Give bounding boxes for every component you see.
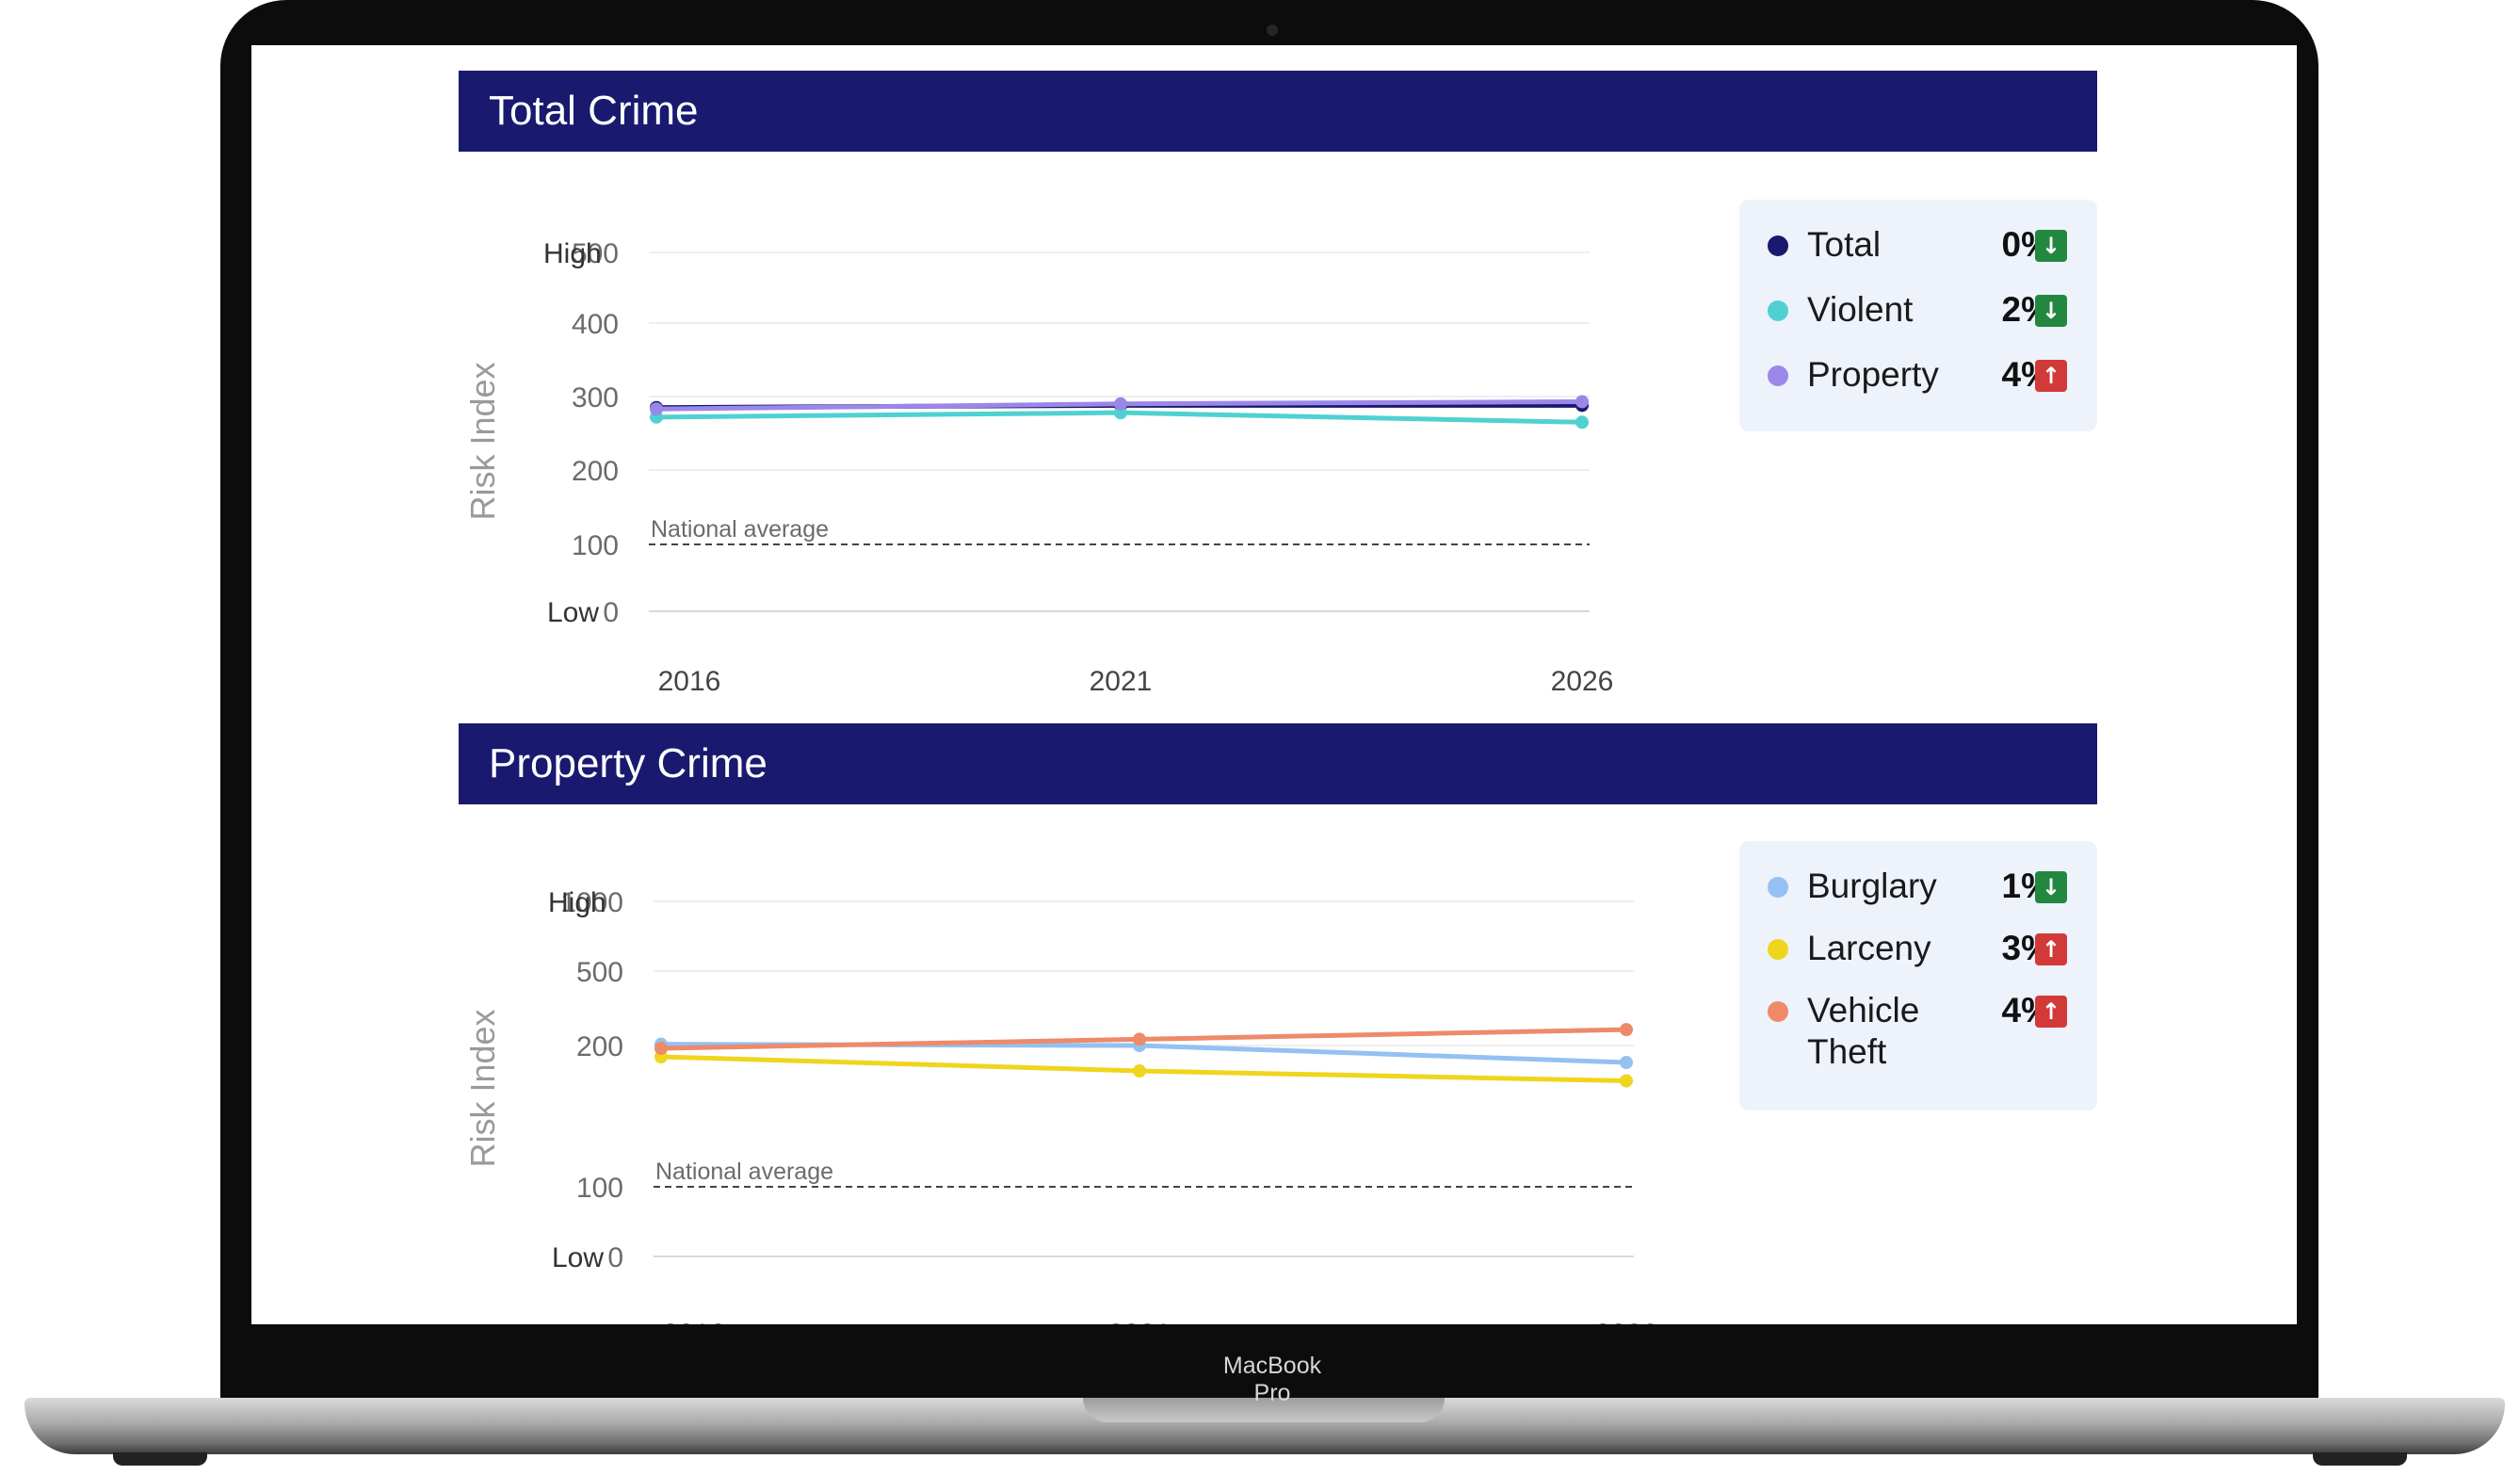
- y-tick-label: 300: [572, 382, 619, 413]
- legend-dot: [1768, 877, 1788, 898]
- legend-dot: [1768, 939, 1788, 960]
- total-crime-legend: Total 0% ↓ Violent 2% ↓ Property 4% ↑: [1739, 200, 2097, 431]
- laptop-foot: [113, 1452, 207, 1466]
- y-tick-label: 500: [576, 957, 623, 988]
- laptop-screen: Total Crime 0 100 200 300 400 500 High Low Risk …: [251, 45, 2297, 1324]
- device-label: MacBook Pro: [1222, 1353, 1322, 1406]
- data-point: [1620, 1056, 1633, 1069]
- arrow-up-icon: ↑: [2035, 996, 2067, 1028]
- property-crime-legend: Burglary 1% ↓ Larceny 3% ↑ Vehicle Theft…: [1739, 841, 2097, 1110]
- y-tick-label: 400: [572, 309, 619, 340]
- data-point: [654, 1042, 668, 1055]
- arrow-down-icon: ↓: [2035, 230, 2067, 262]
- data-point: [1133, 1032, 1146, 1046]
- laptop-foot: [2313, 1452, 2407, 1466]
- legend-name: Larceny: [1807, 929, 1931, 967]
- y-tick-label: 200: [576, 1031, 623, 1062]
- x-tick-label: 2026: [1595, 1319, 1658, 1324]
- y-band-label-low: Low: [552, 1242, 604, 1273]
- total-crime-chart: 0 100 200 300 400 500 High Low Risk Index Nationa…: [459, 182, 1720, 719]
- legend-name: Property: [1807, 355, 1939, 394]
- y-band-label-high: High: [543, 238, 602, 269]
- x-tick-label: 2021: [1090, 666, 1153, 697]
- legend-name: Burglary: [1807, 867, 1937, 905]
- legend-name: Vehicle Theft: [1807, 991, 1920, 1071]
- legend-dot: [1768, 1001, 1788, 1022]
- section-header-total-crime: Total Crime: [459, 71, 2097, 152]
- arrow-up-icon: ↑: [2035, 933, 2067, 965]
- data-point: [1620, 1023, 1633, 1037]
- x-tick-label: 2016: [663, 1319, 726, 1324]
- legend-dot: [1768, 365, 1788, 386]
- arrow-up-icon: ↑: [2035, 360, 2067, 392]
- data-point: [1575, 395, 1589, 409]
- laptop-notch: [1083, 1398, 1445, 1422]
- x-tick-label: 2021: [1108, 1319, 1171, 1324]
- y-tick-label: 0: [603, 597, 619, 628]
- camera-icon: [1267, 24, 1278, 36]
- y-band-label-high: High: [548, 887, 606, 918]
- y-axis-label: Risk Index: [463, 362, 502, 520]
- y-tick-label: 200: [572, 456, 619, 487]
- y-tick-label: 0: [607, 1242, 623, 1273]
- data-point: [1575, 415, 1589, 430]
- section-header-property-crime: Property Crime: [459, 723, 2097, 804]
- y-band-label-low: Low: [547, 597, 599, 628]
- data-point: [650, 402, 663, 416]
- legend-dot: [1768, 300, 1788, 321]
- legend-dot: [1768, 235, 1788, 256]
- x-tick-label: 2016: [658, 666, 721, 697]
- data-point: [1620, 1074, 1633, 1088]
- arrow-down-icon: ↓: [2035, 871, 2067, 903]
- data-point: [1133, 1064, 1146, 1078]
- section-title: Total Crime: [489, 88, 699, 134]
- y-tick-label: 100: [572, 530, 619, 561]
- arrow-down-icon: ↓: [2035, 295, 2067, 327]
- data-point: [1114, 397, 1127, 411]
- x-tick-label: 2026: [1551, 666, 1614, 697]
- legend-name: Total: [1807, 225, 1882, 264]
- y-axis-label: Risk Index: [463, 1009, 502, 1167]
- y-tick-label: 1000: [560, 887, 623, 918]
- section-title: Property Crime: [489, 740, 767, 786]
- reference-line-label: National average: [651, 516, 829, 543]
- y-tick-label: 100: [576, 1173, 623, 1204]
- y-tick-label: 500: [572, 238, 619, 269]
- reference-line-label: National average: [655, 1159, 833, 1185]
- legend-name: Violent: [1807, 290, 1914, 329]
- property-crime-chart: 0 100 200 500 1000 High Low Risk Index National …: [459, 835, 1720, 1324]
